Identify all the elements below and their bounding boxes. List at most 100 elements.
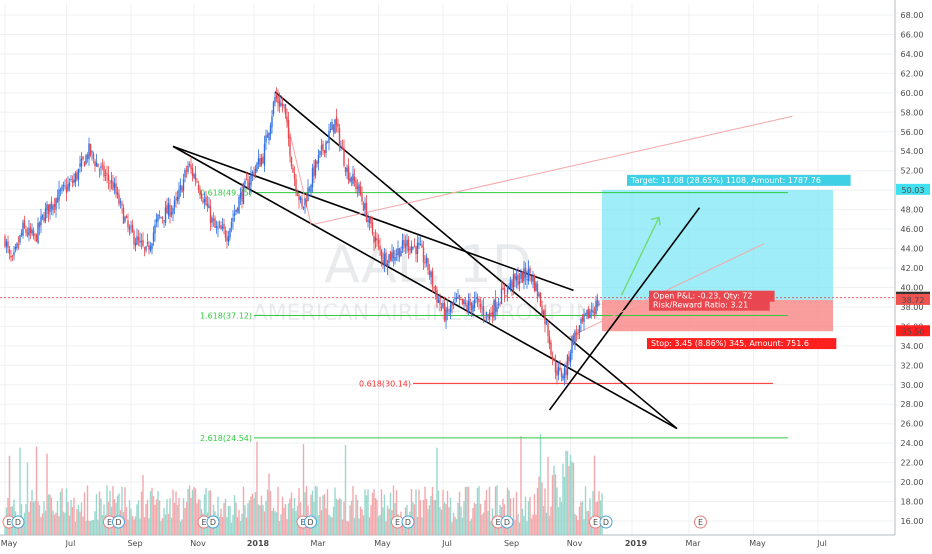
- volume-bar: [334, 487, 336, 535]
- volume-bar: [350, 500, 353, 535]
- candle-body: [101, 164, 104, 166]
- candle-body: [271, 116, 273, 128]
- volume-bar: [140, 491, 143, 535]
- volume-bar: [167, 513, 170, 535]
- candle-body: [328, 130, 330, 143]
- candle-body: [71, 181, 74, 183]
- trend-line[interactable]: [548, 207, 701, 411]
- volume-bar: [286, 519, 288, 535]
- volume-bar: [346, 521, 348, 535]
- candle-body: [131, 224, 134, 233]
- volume-bar: [401, 519, 404, 535]
- volume-bar: [61, 488, 63, 535]
- fib-label: 1.618(37.12): [200, 311, 252, 320]
- volume-bar: [385, 521, 387, 535]
- candle-body: [572, 335, 575, 346]
- candle-body: [194, 173, 197, 181]
- volume-bar: [526, 521, 528, 535]
- target-zone[interactable]: [602, 189, 833, 300]
- volume-bar: [547, 456, 549, 535]
- trend-line[interactable]: [172, 145, 678, 430]
- dividend-marker[interactable]: [304, 515, 317, 529]
- candle-body: [571, 336, 573, 354]
- trend-line[interactable]: [313, 115, 793, 225]
- candle-body: [17, 244, 20, 246]
- candle-body: [589, 311, 591, 319]
- candle-body: [190, 164, 192, 169]
- volume-bar: [92, 519, 95, 535]
- earnings-marker[interactable]: [694, 515, 707, 529]
- price-tag[interactable]: [896, 183, 930, 195]
- volume-bar: [203, 494, 206, 535]
- dividend-marker[interactable]: [401, 515, 415, 529]
- y-tick-label: 16.00: [901, 517, 924, 526]
- candle-body: [541, 305, 543, 315]
- candle-body: [533, 275, 536, 291]
- fib-label: 0.618(30.14): [359, 379, 411, 388]
- candle-body: [427, 258, 429, 271]
- price-tag[interactable]: [896, 293, 930, 305]
- candle-body: [526, 279, 528, 281]
- dividend-marker[interactable]: [500, 515, 514, 529]
- volume-bar: [451, 522, 453, 535]
- dividend-marker[interactable]: [11, 515, 25, 529]
- candle-body: [259, 158, 261, 167]
- candle-body: [23, 220, 26, 228]
- volume-bar: [109, 490, 111, 535]
- volume-bar: [470, 518, 473, 535]
- candle-body: [523, 268, 525, 281]
- candle-body: [65, 186, 68, 193]
- volume-bar: [466, 486, 468, 535]
- long-position-tool[interactable]: [0, 189, 895, 332]
- candle-body: [326, 141, 329, 144]
- price-tag[interactable]: [896, 325, 930, 337]
- volume-bar: [362, 515, 365, 535]
- candle-body: [502, 287, 504, 290]
- volume-bar: [598, 491, 600, 535]
- price-tag-label: 50.03: [902, 186, 925, 195]
- candle-body: [596, 298, 599, 308]
- candle-body: [43, 217, 45, 222]
- y-tick-label: 56.00: [901, 128, 924, 137]
- earnings-marker-label: E: [6, 518, 11, 527]
- dividend-marker[interactable]: [112, 515, 125, 529]
- volume-bar: [461, 517, 464, 535]
- volume-bar: [583, 519, 585, 535]
- dividend-marker[interactable]: [206, 515, 220, 529]
- fib-label: 2.618(24.54): [200, 434, 252, 443]
- candle-body: [277, 95, 279, 104]
- candle-body: [229, 228, 231, 238]
- volume-bar: [568, 465, 570, 535]
- trend-line[interactable]: [172, 145, 574, 292]
- candle-body: [134, 243, 137, 246]
- projection-arrow[interactable]: [620, 217, 660, 296]
- volume-bar: [50, 497, 53, 535]
- volume-bar: [233, 495, 236, 535]
- dividend-marker[interactable]: [599, 515, 613, 529]
- volume-bar: [335, 499, 338, 535]
- volume-bar: [238, 510, 240, 535]
- candle-body: [92, 153, 95, 159]
- volume-bar: [377, 516, 380, 535]
- candle-body: [217, 227, 219, 229]
- volume-bar: [467, 486, 470, 535]
- trend-line[interactable]: [568, 243, 765, 338]
- candle-body: [164, 207, 167, 223]
- volume-bar: [71, 507, 74, 535]
- candle-body: [286, 116, 288, 122]
- y-axis[interactable]: 68.00 66.00 64.00 62.00 60.00 58.00 56.00 54.00…: [896, 11, 930, 526]
- volume-bar: [589, 498, 591, 535]
- candle-body: [109, 183, 111, 185]
- volume-bar: [133, 519, 135, 535]
- volume-bar: [266, 489, 269, 535]
- candle-body: [154, 224, 156, 234]
- candle-body: [74, 173, 77, 183]
- volume-bar: [383, 494, 386, 535]
- x-axis[interactable]: May Jul Sep Nov 2018 Mar May Jul Sep Nov 2019 Mar Ma…: [1, 539, 827, 548]
- candle-body: [5, 241, 8, 247]
- volume-bar: [208, 490, 210, 535]
- fib-levels[interactable]: 0.618(49.75) 1.618(37.12) 0.618(30.14) 2.61…: [200, 189, 788, 443]
- volume-bar: [578, 506, 581, 535]
